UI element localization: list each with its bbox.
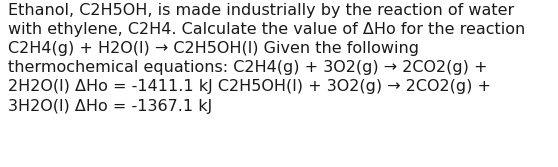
Text: Ethanol, C2H5OH, is made industrially by the reaction of water
with ethylene, C2: Ethanol, C2H5OH, is made industrially by…: [8, 3, 525, 114]
